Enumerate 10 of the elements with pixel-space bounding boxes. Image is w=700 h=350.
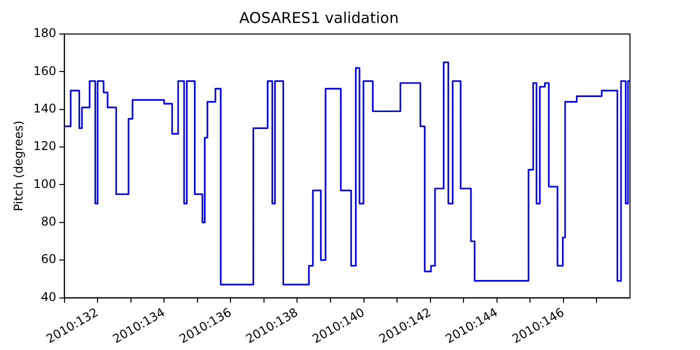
y-tick-label: 160: [33, 64, 56, 78]
y-tick-label: 140: [33, 101, 56, 116]
y-tick-label: 180: [33, 26, 56, 40]
y-tick-label: 80: [41, 214, 56, 229]
y-tick-label: 100: [33, 176, 56, 191]
y-tick-label: 120: [33, 139, 56, 154]
y-tick-label: 40: [41, 290, 56, 304]
y-tick-label: 60: [41, 252, 56, 266]
chart-title: AOSARES1 validation: [239, 8, 399, 27]
y-axis-title: Pitch (degrees): [11, 120, 26, 212]
